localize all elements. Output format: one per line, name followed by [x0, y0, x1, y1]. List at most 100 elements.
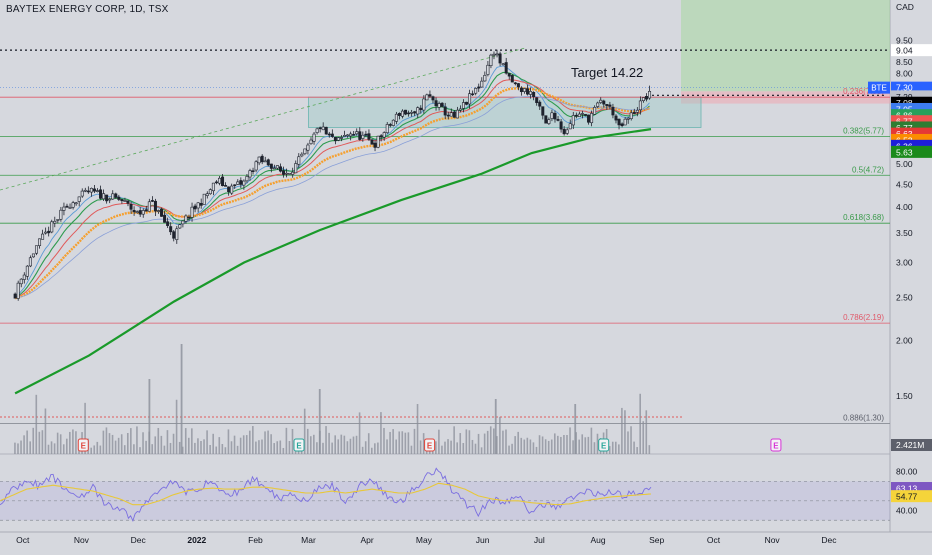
- volume-bar: [197, 438, 199, 454]
- volume-bar: [248, 430, 251, 454]
- volume-bar: [447, 439, 449, 454]
- candle-body: [315, 128, 319, 133]
- candle-body: [114, 193, 118, 198]
- candle-body: [214, 181, 218, 184]
- price-badges: 9.04BTE7.3005:40:357.297.087.056.866.776…: [868, 44, 932, 503]
- volume-bar: [123, 445, 126, 454]
- candle-body: [455, 109, 459, 119]
- volume-bar: [450, 440, 452, 454]
- currency-label: CAD: [896, 2, 914, 12]
- volume-bar: [59, 434, 62, 454]
- volume-bar: [499, 416, 501, 454]
- price-tick-label: 3.50: [896, 228, 913, 238]
- candle-body: [278, 166, 282, 172]
- volume-spike: [494, 399, 497, 454]
- time-tick-label: Apr: [361, 535, 374, 545]
- volume-bar: [614, 441, 617, 454]
- candle-body: [272, 167, 276, 170]
- volume-bar: [291, 428, 294, 454]
- volume-bar: [639, 393, 641, 454]
- candle-body: [336, 137, 340, 141]
- volume-bar: [367, 433, 370, 454]
- candle-body: [285, 172, 289, 175]
- candle-body: [178, 224, 182, 229]
- candle-body: [181, 220, 185, 225]
- volume-bar: [520, 437, 523, 454]
- volume-bar: [56, 432, 59, 454]
- candle-body: [623, 118, 627, 126]
- volume-bar: [227, 429, 230, 454]
- candle-body: [169, 226, 173, 233]
- volume-bar: [154, 436, 157, 454]
- volume-bar: [496, 436, 498, 454]
- price-tick-label: 4.50: [896, 179, 913, 189]
- volume-bar: [340, 434, 343, 454]
- candle-body: [437, 103, 441, 108]
- volume-bar: [566, 434, 568, 454]
- candle-body: [602, 100, 606, 105]
- candle-body: [190, 206, 194, 218]
- candle-body: [260, 155, 264, 163]
- candle-body: [565, 129, 569, 134]
- candle-body: [522, 88, 526, 92]
- volume-bar: [590, 427, 593, 454]
- candle-body: [135, 211, 139, 213]
- ema-green-line: [14, 71, 650, 299]
- candle-body: [394, 113, 398, 122]
- volume-bar: [502, 430, 504, 454]
- volume-bar: [456, 442, 458, 454]
- candle-body: [513, 82, 517, 85]
- volume-bar: [389, 431, 391, 454]
- candle-body: [202, 193, 206, 205]
- volume-bar: [276, 441, 279, 454]
- consolidation-box[interactable]: [308, 96, 702, 128]
- candle-body: [83, 189, 87, 192]
- volume-bar: [105, 427, 108, 454]
- candle-body: [641, 97, 645, 101]
- volume-bar: [587, 436, 590, 454]
- volume-bar: [65, 438, 68, 454]
- candle-body: [367, 133, 371, 140]
- volume-bar: [126, 432, 129, 454]
- volume-bar: [489, 426, 492, 454]
- volume-bar: [642, 421, 645, 454]
- volume-bar: [435, 441, 437, 454]
- price-tick-label: 1.50: [896, 391, 913, 401]
- candle-body: [483, 75, 487, 82]
- volume-bar: [544, 439, 547, 454]
- candle-body: [638, 100, 642, 111]
- candle-body: [486, 64, 490, 75]
- price-tick-label: 8.50: [896, 57, 913, 67]
- candle-body: [166, 221, 170, 226]
- candle-body: [111, 193, 115, 200]
- volume-bar: [410, 445, 413, 454]
- candle-body: [99, 189, 103, 199]
- candle-body: [92, 188, 96, 192]
- volume-bar: [438, 429, 440, 454]
- rsi-pane[interactable]: [0, 455, 890, 531]
- volume-bar: [90, 447, 92, 454]
- candle-body: [358, 131, 362, 140]
- volume-bar: [114, 440, 117, 454]
- candle-body: [28, 257, 32, 267]
- candle-body: [516, 83, 520, 88]
- volume-bar: [236, 445, 239, 454]
- candle-body: [468, 93, 472, 105]
- candle-body: [25, 265, 29, 277]
- time-tick-label: Nov: [765, 535, 781, 545]
- candle-body: [397, 112, 401, 116]
- price-tick-label: 2.00: [896, 336, 913, 346]
- candle-body: [440, 102, 444, 107]
- candle-body: [632, 111, 636, 114]
- volume-bar: [355, 435, 358, 454]
- target-zone[interactable]: [681, 0, 890, 92]
- volume-bar: [242, 435, 245, 454]
- trend-line[interactable]: [0, 47, 526, 191]
- candle-body: [492, 53, 496, 56]
- volume-bar: [267, 430, 269, 454]
- volume-bar: [395, 439, 397, 454]
- candle-body: [501, 63, 505, 66]
- candle-body: [327, 133, 331, 136]
- candle-body: [480, 80, 484, 88]
